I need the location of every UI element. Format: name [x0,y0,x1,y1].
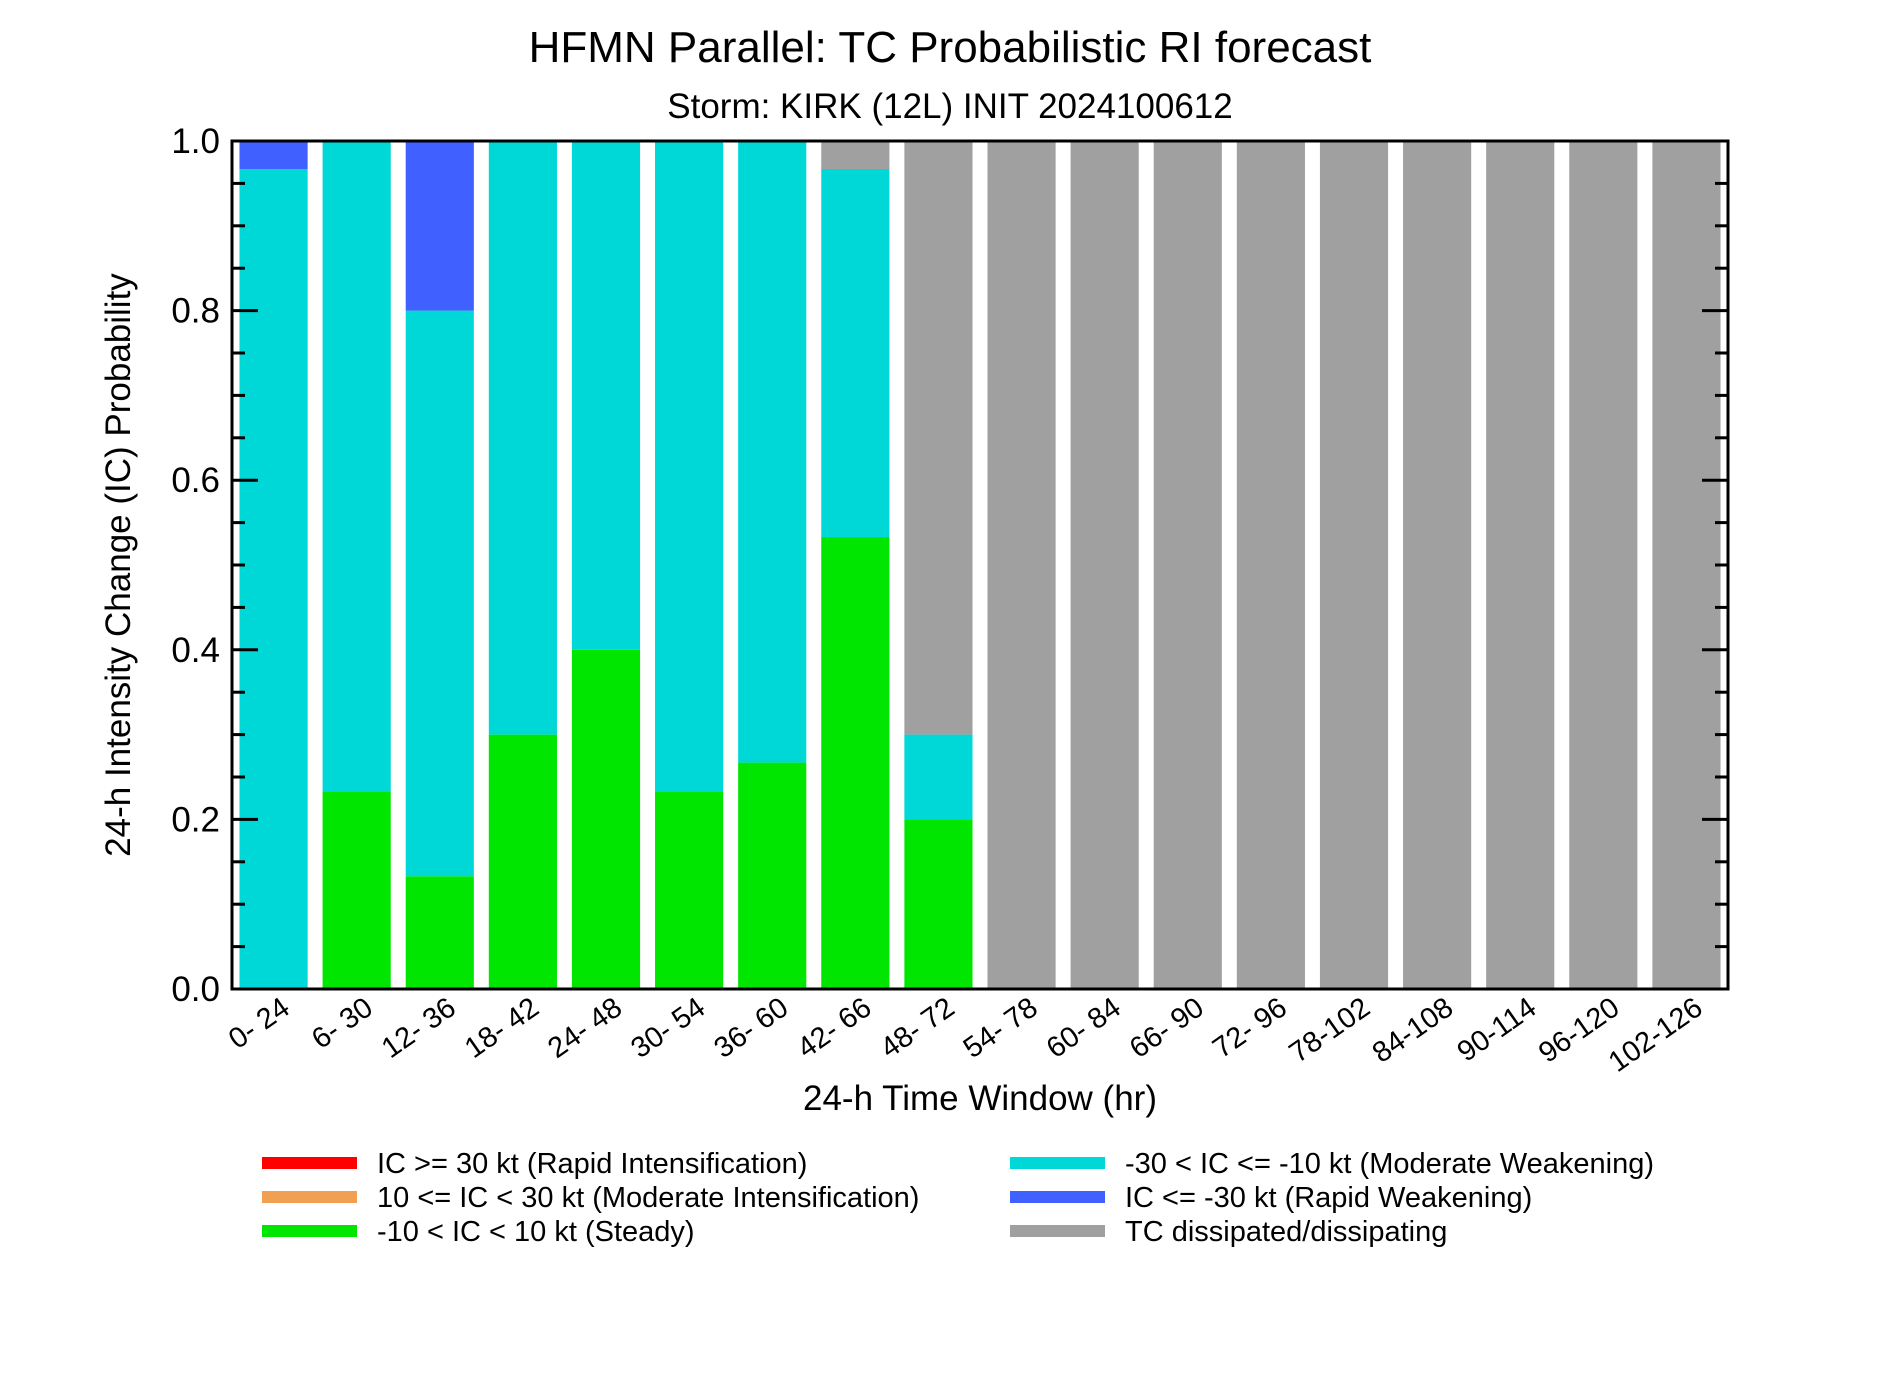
bar-segment [904,141,973,735]
bar-segment [987,141,1056,989]
chart-subtitle: Storm: KIRK (12L) INIT 2024100612 [667,87,1233,126]
x-tick-label: 42- 66 [792,992,878,1065]
x-tick-label: 36- 60 [709,992,795,1065]
bar-segment [1070,141,1139,989]
chart-title: HFMN Parallel: TC Probabilistic RI forec… [529,23,1372,72]
x-tick-label: 18- 42 [459,992,545,1065]
bar-segment [405,876,474,989]
y-axis: 0.0 0.2 0.4 0.6 0.8 1.0 [171,122,1728,1009]
bar-segment [904,734,973,820]
bar-segment [405,141,474,311]
y-tick-label: 0.4 [171,631,220,670]
y-tick-label: 1.0 [171,122,220,161]
bar-segment [738,762,807,989]
x-tick-label: 72- 96 [1207,992,1293,1065]
y-tick-label: 0.2 [171,800,220,839]
bar-segment [239,141,308,169]
bar-segment [821,141,890,169]
bar-segment [488,141,557,735]
legend-label: TC dissipated/dissipating [1125,1216,1447,1248]
y-tick-label: 0.0 [171,970,220,1009]
legend-label: -10 < IC < 10 kt (Steady) [377,1216,695,1248]
legend-label: -30 < IC <= -10 kt (Moderate Weakening) [1125,1148,1654,1180]
bar-segment [655,141,724,792]
bar-segment [821,168,890,538]
bar-segment [571,141,641,650]
x-tick-label: 30- 54 [625,992,711,1065]
x-tick-label: 24- 48 [542,992,628,1065]
bar-segment [1236,141,1305,989]
y-axis-label: 24-h Intensity Change (IC) Probability [99,273,138,857]
y-tick-label: 0.8 [171,292,220,331]
x-tick-label: 48- 72 [875,992,961,1065]
legend-swatch [1010,1225,1105,1237]
x-axis-label: 24-h Time Window (hr) [803,1079,1157,1118]
x-tick-label: 102-126 [1603,992,1709,1079]
bar-segment [1319,141,1389,989]
x-tick-label: 12- 36 [376,992,462,1065]
x-tick-label: 84-108 [1367,992,1459,1070]
bar-segment [655,791,724,989]
legend-swatch [262,1225,357,1237]
bar-segment [821,537,890,989]
bar-segment [571,649,641,989]
bars [239,141,1721,989]
x-tick-label: 60- 84 [1041,992,1127,1065]
x-tick-label: 78-102 [1284,992,1376,1070]
bar-segment [322,141,391,792]
legend: IC >= 30 kt (Rapid Intensification)10 <=… [262,1148,1654,1248]
legend-label: IC >= 30 kt (Rapid Intensification) [377,1148,807,1180]
legend-label: 10 <= IC < 30 kt (Moderate Intensificati… [377,1182,919,1214]
legend-swatch [262,1157,357,1169]
bar-segment [1652,141,1721,989]
x-tick-label: 54- 78 [958,992,1044,1065]
legend-swatch [1010,1191,1105,1203]
bar-segment [904,819,973,989]
y-tick-label: 0.6 [171,461,220,500]
bar-segment [1403,141,1472,989]
bar-segment [1486,141,1555,989]
x-tick-label: 6- 30 [306,992,379,1056]
bar-segment [322,791,391,989]
bar-segment [1153,141,1222,989]
bar-segment [1569,141,1638,989]
x-tick-label: 66- 90 [1124,992,1210,1065]
legend-swatch [262,1191,357,1203]
bar-segment [738,141,807,763]
x-tick-label: 0- 24 [223,992,296,1056]
bar-segment [488,734,557,989]
legend-label: IC <= -30 kt (Rapid Weakening) [1125,1182,1532,1214]
legend-swatch [1010,1157,1105,1169]
plot-frame [230,139,1730,991]
x-tick-label: 90-114 [1452,992,1543,1069]
bar-segment [239,168,308,989]
bar-segment [405,310,474,877]
